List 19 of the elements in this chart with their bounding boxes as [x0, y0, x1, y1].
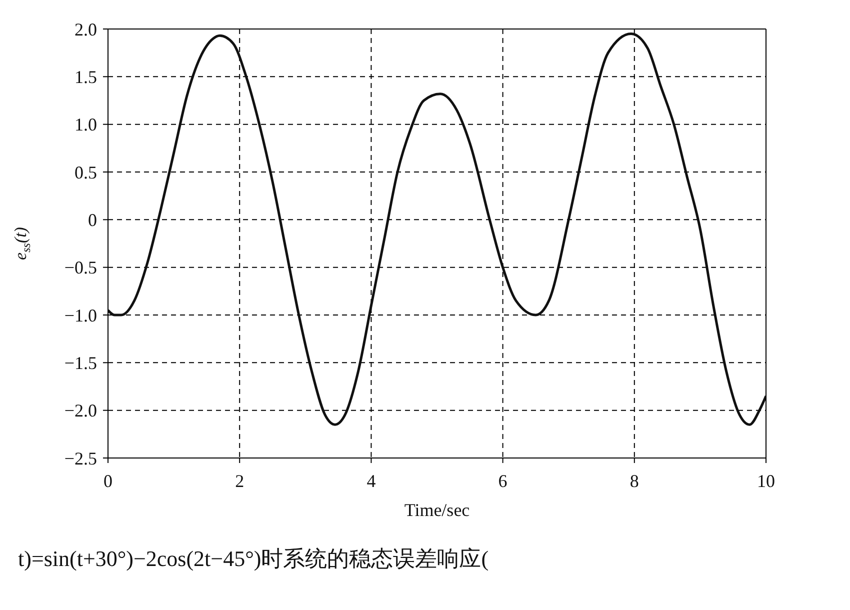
y-tick-label: −1.0 [64, 305, 97, 326]
x-tick-label: 0 [104, 471, 112, 491]
y-tick-label: 2.0 [74, 19, 97, 40]
y-tick-label: −0.5 [64, 258, 97, 278]
y-tick-label: 1.5 [74, 67, 97, 88]
x-tick-label: 8 [630, 471, 639, 491]
y-tick-label: 0.5 [74, 162, 97, 182]
y-tick-label: 1.0 [74, 114, 97, 135]
y-tick-label: −2.5 [64, 448, 97, 468]
x-tick-label: 2 [235, 471, 244, 491]
x-axis-title: Time/sec [404, 500, 470, 520]
y-tick-label: −1.5 [64, 353, 97, 374]
line-series [108, 32, 766, 426]
text: t)=sin(t+30°)−2cos(2t−45°)时系统的稳态误差响应( [17, 545, 490, 573]
y-tick-label: −2.0 [64, 400, 97, 421]
x-tick-label: 4 [366, 471, 376, 491]
y-tick-label: 0 [88, 210, 97, 230]
x-tick-label: 6 [498, 471, 508, 491]
x-tick-label: 10 [757, 471, 775, 491]
